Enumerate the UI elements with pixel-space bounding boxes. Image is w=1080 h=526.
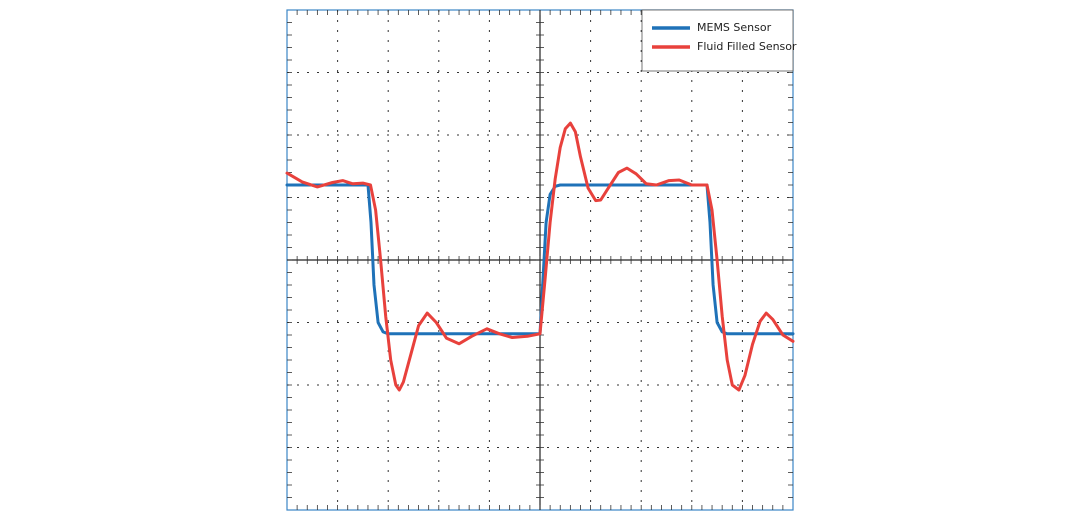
legend-box [641, 9, 794, 72]
legend-label: Fluid Filled Sensor [697, 40, 797, 53]
series-line [285, 121, 795, 392]
series-line [285, 183, 795, 336]
legend-label: MEMS Sensor [697, 21, 772, 34]
